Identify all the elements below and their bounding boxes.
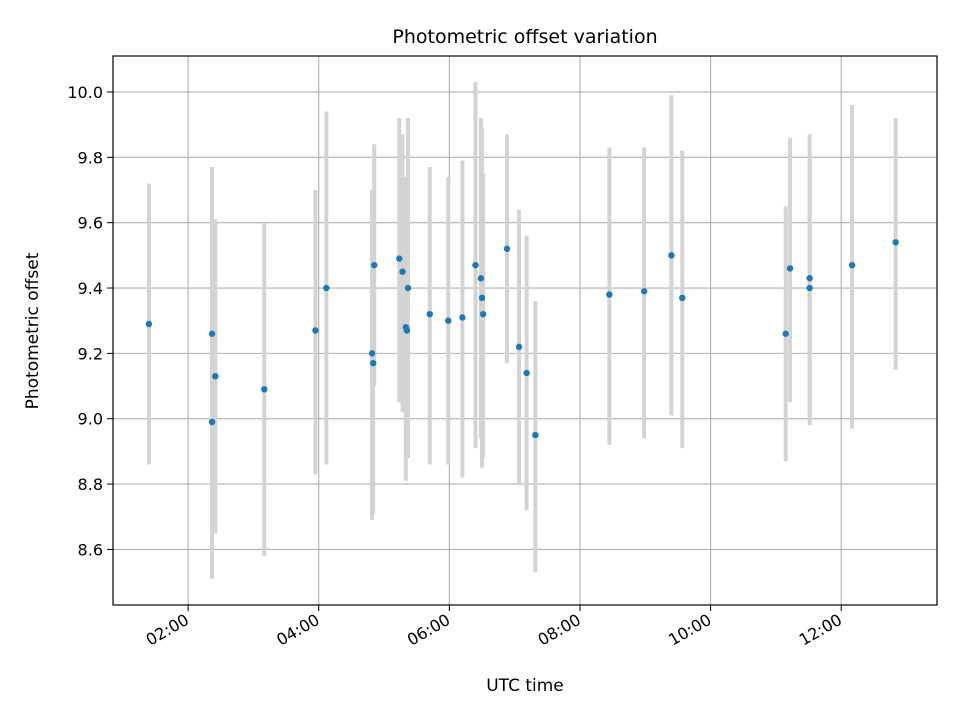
data-point bbox=[668, 252, 675, 259]
data-point bbox=[640, 288, 648, 295]
data-point bbox=[848, 261, 856, 269]
y-tick-label: 9.4 bbox=[78, 279, 103, 298]
data-point bbox=[478, 294, 486, 302]
data-point bbox=[606, 291, 613, 298]
data-point bbox=[679, 294, 686, 302]
x-tick-label: 12:00 bbox=[796, 610, 845, 650]
data-point bbox=[806, 275, 813, 282]
x-axis-ticks: 02:00 04:00 06:00 08:00 10:00 12:00 bbox=[143, 605, 845, 650]
y-axis-label: Photometric offset bbox=[23, 252, 43, 409]
y-tick-label: 9.2 bbox=[78, 344, 103, 363]
data-point bbox=[479, 310, 487, 318]
y-axis-ticks: 8.6 8.8 9.0 9.2 9.4 9.6 9.8 10.0 bbox=[67, 83, 113, 559]
data-point bbox=[145, 320, 153, 328]
x-tick-label: 06:00 bbox=[404, 610, 453, 650]
data-point bbox=[426, 310, 433, 318]
data-point bbox=[477, 275, 485, 282]
data-point bbox=[515, 343, 523, 351]
data-point bbox=[459, 314, 466, 321]
data-point bbox=[523, 369, 530, 377]
y-tick-label: 9.0 bbox=[78, 410, 103, 429]
y-tick-label: 9.6 bbox=[78, 214, 103, 233]
data-point bbox=[208, 418, 216, 426]
x-tick-label: 10:00 bbox=[665, 610, 714, 650]
data-point bbox=[396, 255, 403, 262]
data-point bbox=[323, 284, 330, 292]
data-point bbox=[472, 261, 479, 269]
data-point bbox=[312, 327, 319, 334]
error-bars bbox=[146, 82, 898, 579]
data-point bbox=[212, 373, 219, 380]
data-point bbox=[369, 359, 377, 367]
chart-title: Photometric offset variation bbox=[392, 26, 657, 48]
grid bbox=[113, 56, 937, 605]
data-point bbox=[399, 268, 406, 275]
data-point bbox=[503, 245, 511, 253]
data-point bbox=[892, 239, 899, 246]
data-point bbox=[404, 284, 412, 292]
x-tick-label: 04:00 bbox=[273, 610, 322, 650]
x-tick-label: 08:00 bbox=[535, 610, 584, 650]
data-point bbox=[532, 431, 539, 439]
data-point bbox=[261, 386, 268, 393]
y-tick-label: 8.6 bbox=[78, 540, 103, 559]
plot-area-frame bbox=[112, 55, 938, 606]
x-tick-label: 02:00 bbox=[143, 610, 192, 650]
data-point bbox=[806, 284, 813, 292]
data-point bbox=[786, 265, 794, 272]
data-point bbox=[371, 261, 378, 269]
y-tick-label: 8.8 bbox=[78, 475, 103, 494]
data-point bbox=[782, 330, 789, 337]
data-point bbox=[208, 330, 216, 337]
data-point bbox=[368, 350, 376, 357]
data-point bbox=[445, 317, 452, 324]
x-axis-label: UTC time bbox=[486, 676, 564, 696]
data-point bbox=[403, 327, 411, 334]
y-tick-label: 9.8 bbox=[78, 148, 103, 167]
y-tick-label: 10.0 bbox=[67, 83, 103, 102]
data-points bbox=[145, 239, 899, 439]
